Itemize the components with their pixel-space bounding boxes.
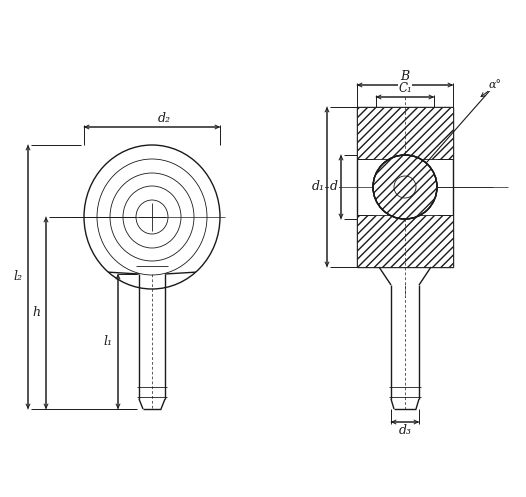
Bar [357, 107, 453, 159]
Bar [357, 215, 453, 267]
Text: l₂: l₂ [14, 270, 23, 283]
Text: d₃: d₃ [399, 424, 411, 437]
Text: d: d [330, 180, 338, 193]
Text: α°: α° [489, 80, 502, 90]
Text: d₁: d₁ [311, 180, 325, 193]
Text: B: B [400, 70, 410, 83]
Text: h: h [32, 307, 40, 320]
Text: d₂: d₂ [157, 112, 170, 126]
Text: C₁: C₁ [398, 83, 412, 95]
Circle shape [373, 155, 437, 219]
Text: l₁: l₁ [104, 335, 113, 348]
